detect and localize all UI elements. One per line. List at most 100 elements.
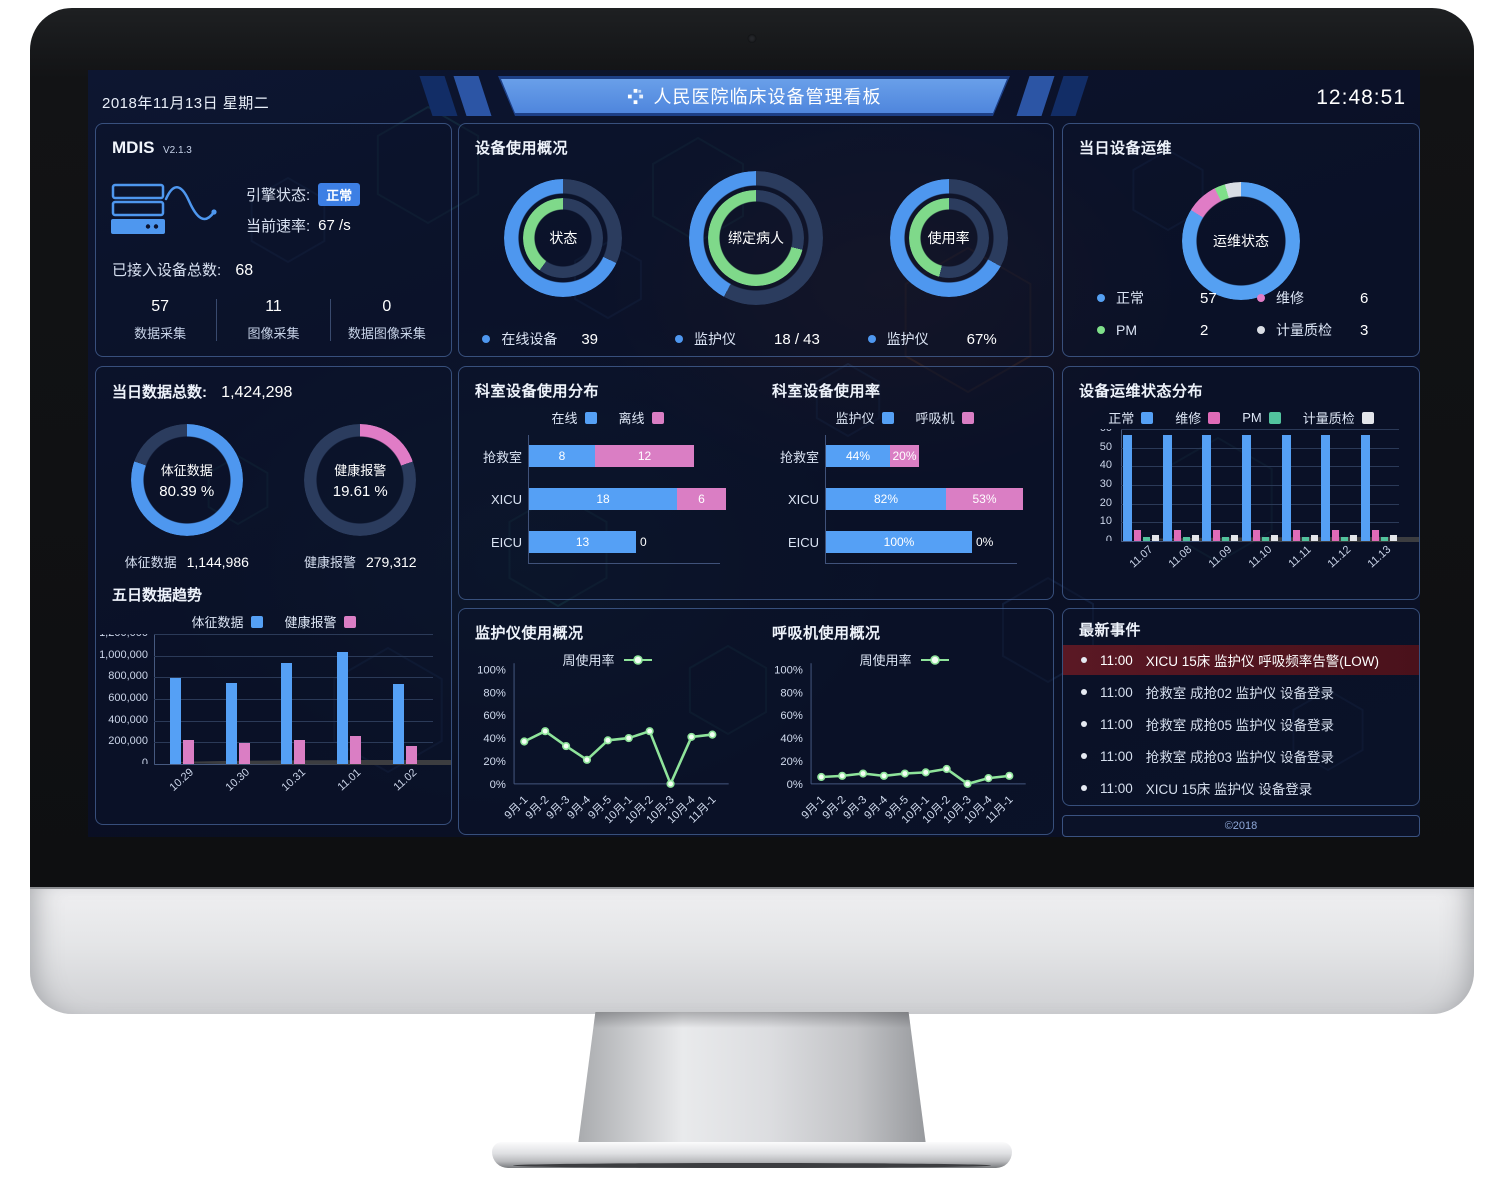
event-text: 抢救室 成抢03 监护仪 设备登录 (1145, 750, 1335, 765)
bar-正常 (1122, 434, 1132, 541)
x-axis-label: 11.10 (1246, 543, 1274, 571)
event-row: 11:00 抢救室 成抢02 监护仪 设备登录 (1063, 677, 1419, 707)
line-legend[interactable]: 周使用率 (756, 650, 1053, 669)
legend-item[interactable]: 健康报警 (285, 612, 356, 631)
bar-segment-呼吸机: 53% (946, 488, 1023, 510)
legend-item[interactable]: 在线设备 39 (482, 329, 644, 349)
bar-正常 (1202, 434, 1212, 541)
bar-计量质检 (1310, 535, 1318, 541)
monitor-bezel: 2018年11月13日 星期二 人民医院临床设备管理看 (30, 8, 1474, 887)
panel-data-today: 当日数据总数: 1,424,298 体征数据 80.39 % 体征数据 1,144,9… (95, 366, 452, 825)
date-label: 2018年11月13日 星期二 (102, 95, 270, 112)
mdis-stats: 57 数据采集 11 图像采集 0 数据图像采集 (96, 298, 451, 342)
bar-正常 (1361, 434, 1371, 541)
usage-donut: 绑定病人 (688, 171, 823, 305)
gridline (1121, 503, 1399, 505)
legend-item[interactable]: 体征数据 (191, 612, 263, 631)
panel-title: 当日设备运维 (1079, 140, 1173, 157)
stat-label: 数据采集 (134, 326, 187, 341)
event-row: 11:00 抢救室 成抢05 监护仪 设备登录 (1063, 709, 1419, 739)
monitor-usage-chart: 监护仪使用概况 周使用率 100% 80% 60% 40% 20% 0% 9月-1 9月-2 9… (459, 609, 756, 834)
svg-text:0%: 0% (787, 779, 803, 791)
mdis-stat: 11 图像采集 (217, 298, 329, 342)
banner-frame: 人民医院临床设备管理看板 (498, 76, 1010, 116)
legend-item[interactable]: PM (1242, 408, 1281, 427)
bar-计量质检 (1350, 535, 1358, 541)
data-donut: 体征数据 80.39 % (130, 424, 243, 536)
donut-ring (1182, 182, 1300, 300)
event-text: 抢救室 成抢02 监护仪 设备登录 (1145, 686, 1335, 701)
dept-distribution-chart: 科室设备使用分布 在线 离线 抢救室 8 12 XICU 18 6 EICU 13 0 (459, 367, 756, 599)
device-total-value: 68 (235, 262, 254, 279)
panel-title: 监护仪使用概况 (475, 625, 584, 642)
bar-group (1122, 429, 1159, 541)
bar-segment-在线: 18 (529, 488, 677, 510)
bar-segment-监护仪: 44% (826, 445, 890, 467)
bar-segment-离线: 6 (677, 488, 726, 510)
bar-计量质检 (1191, 535, 1199, 541)
x-axis-label: 11.02 (391, 766, 420, 794)
event-text: 抢救室 成抢05 监护仪 设备登录 (1145, 718, 1335, 733)
bar-group (1321, 429, 1358, 541)
legend-item[interactable]: PM 2 (1097, 320, 1243, 340)
bar-健康报警 (406, 745, 418, 764)
legend-swatch-icon (1141, 411, 1154, 424)
bar-segment-在线: 13 (529, 531, 636, 553)
dept-usage-legend: 监护仪 呼吸机 (756, 408, 1053, 427)
category-label: XICU (787, 491, 819, 507)
panel-title: 呼吸机使用概况 (772, 625, 881, 642)
panel-latest-events: 最新事件 11:00 XICU 15床 监护仪 呼吸频率告警(LOW) 11:00 抢… (1062, 608, 1420, 806)
line-legend[interactable]: 周使用率 (459, 650, 756, 669)
legend-item[interactable]: 呼吸机 (916, 408, 974, 427)
monitor-usage-line-svg: 100%80%60%40%20%0%9月-19月-29月-39月-49月-510… (477, 663, 729, 826)
legend-item[interactable]: 计量质检 (1303, 408, 1374, 427)
legend-item[interactable]: 监护仪 67% (867, 329, 1030, 349)
legend-swatch-icon (343, 615, 356, 628)
blue-dot-icon (867, 335, 876, 343)
bar-segment-监护仪: 100% (826, 531, 972, 553)
legend-item[interactable]: 维修 (1175, 408, 1221, 427)
donut-footer: 体征数据 1,144,986 (124, 554, 249, 570)
bar-维修 (1332, 529, 1340, 541)
camera-dot (747, 34, 757, 43)
data-total-value: 1,424,298 (221, 384, 293, 401)
legend-item[interactable]: 监护仪 (835, 408, 894, 427)
legend-item[interactable]: 在线 (551, 408, 597, 427)
bar-健康报警 (238, 743, 250, 764)
y-axis-tick: 600,000 (108, 692, 148, 704)
panel-title: 设备运维状态分布 (1079, 383, 1204, 400)
hbar-row: EICU 100% 0% (768, 531, 1043, 553)
panel-department-charts: 科室设备使用分布 在线 离线 抢救室 8 12 XICU 18 6 EICU 13 0 科室设备使… (458, 366, 1054, 600)
bar-segment-在线: 8 (529, 445, 595, 467)
monitor-stand-base (492, 1142, 1012, 1168)
legend-item[interactable]: 维修 6 (1257, 288, 1403, 308)
bar-体征数据 (337, 652, 349, 764)
data-donut-group: 体征数据 80.39 % 体征数据 1,144,986 (108, 424, 266, 571)
bars-area (1121, 429, 1399, 541)
svg-text:40%: 40% (483, 733, 506, 745)
legend-item[interactable]: 离线 (619, 408, 664, 427)
x-axis-label: 11.07 (1126, 543, 1155, 571)
bar-group (1281, 429, 1318, 541)
panel-title: 科室设备使用分布 (475, 383, 600, 400)
legend-item[interactable]: 计量质检 3 (1257, 320, 1403, 340)
legend-item[interactable]: 正常 (1108, 408, 1154, 427)
legend-item[interactable]: 监护仪 18 / 43 (674, 329, 837, 349)
gridline (1121, 485, 1399, 486)
banner-left-wing (419, 76, 492, 116)
data-donut-group: 健康报警 19.61 % 健康报警 279,312 (281, 424, 439, 571)
zero-value-label: 0% (976, 535, 994, 549)
ventilator-usage-line-svg: 100%80%60%40%20%0%9月-19月-29月-39月-49月-510… (774, 663, 1026, 826)
y-axis-tick: 800,000 (108, 670, 148, 683)
y-axis-tick: 0 (141, 757, 148, 764)
legend-label: 正常 (1116, 290, 1144, 306)
event-time: 11:00 (1100, 684, 1133, 700)
svg-text:100%: 100% (774, 664, 803, 676)
bullet-dot-icon (1081, 785, 1087, 791)
zero-value-label: 0 (640, 535, 647, 549)
ventilator-usage-chart: 呼吸机使用概况 周使用率 100% 80% 60% 40% 20% 0% 9月-1 9月-2 9… (756, 609, 1053, 834)
svg-text:9月-1: 9月-1 (800, 794, 828, 822)
y-axis-tick: 1,000,000 (100, 648, 148, 661)
legend-item[interactable]: 正常 57 (1097, 288, 1243, 308)
legend-swatch-icon (881, 411, 894, 424)
